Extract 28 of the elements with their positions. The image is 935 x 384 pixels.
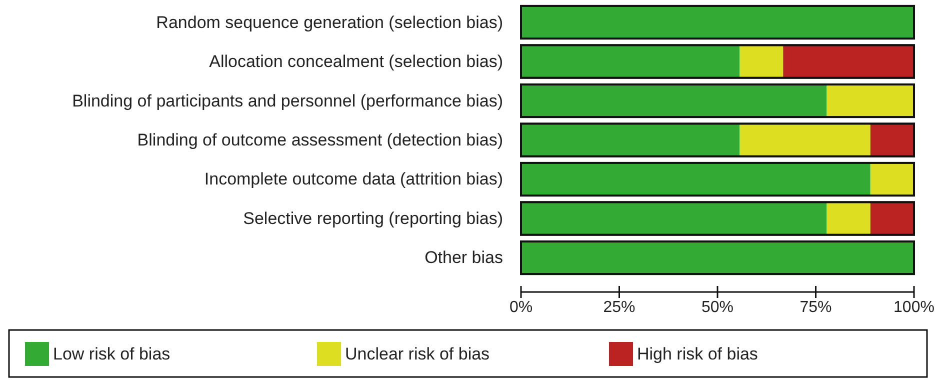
bar [521, 45, 740, 78]
bar [783, 45, 914, 78]
bar [826, 202, 870, 235]
bar [870, 162, 914, 196]
bar [521, 162, 870, 196]
y-tick-label: Other bias [424, 248, 503, 268]
y-tick-label: Blinding of outcome assessment (detection bias) [137, 130, 503, 150]
bar [521, 124, 740, 156]
y-tick-label: Blinding of participants and personnel (performance bias) [72, 91, 503, 110]
bar [521, 84, 827, 118]
y-tick-label: Allocation concealment (selection bias) [209, 52, 503, 71]
x-tick-label: 50% [701, 299, 734, 316]
bar [870, 202, 914, 235]
legend-label: Low risk of bias [53, 344, 170, 364]
bar [521, 202, 827, 235]
legend-label: High risk of bias [637, 344, 758, 364]
bar [740, 124, 870, 156]
y-tick-label: Random sequence generation (selection bias) [156, 12, 503, 32]
y-tick-label: Incomplete outcome data (attrition bias) [204, 170, 503, 189]
x-tick-label: 0% [509, 299, 533, 316]
x-tick-label: 100% [894, 299, 934, 316]
x-tick-label: 25% [603, 299, 636, 316]
bar [740, 45, 784, 78]
bar [826, 84, 914, 118]
bar [870, 124, 914, 156]
x-tick-label: 75% [800, 299, 832, 316]
legend-label: Unclear risk of bias [345, 344, 490, 364]
y-tick-label: Selective reporting (reporting bias) [243, 209, 503, 228]
